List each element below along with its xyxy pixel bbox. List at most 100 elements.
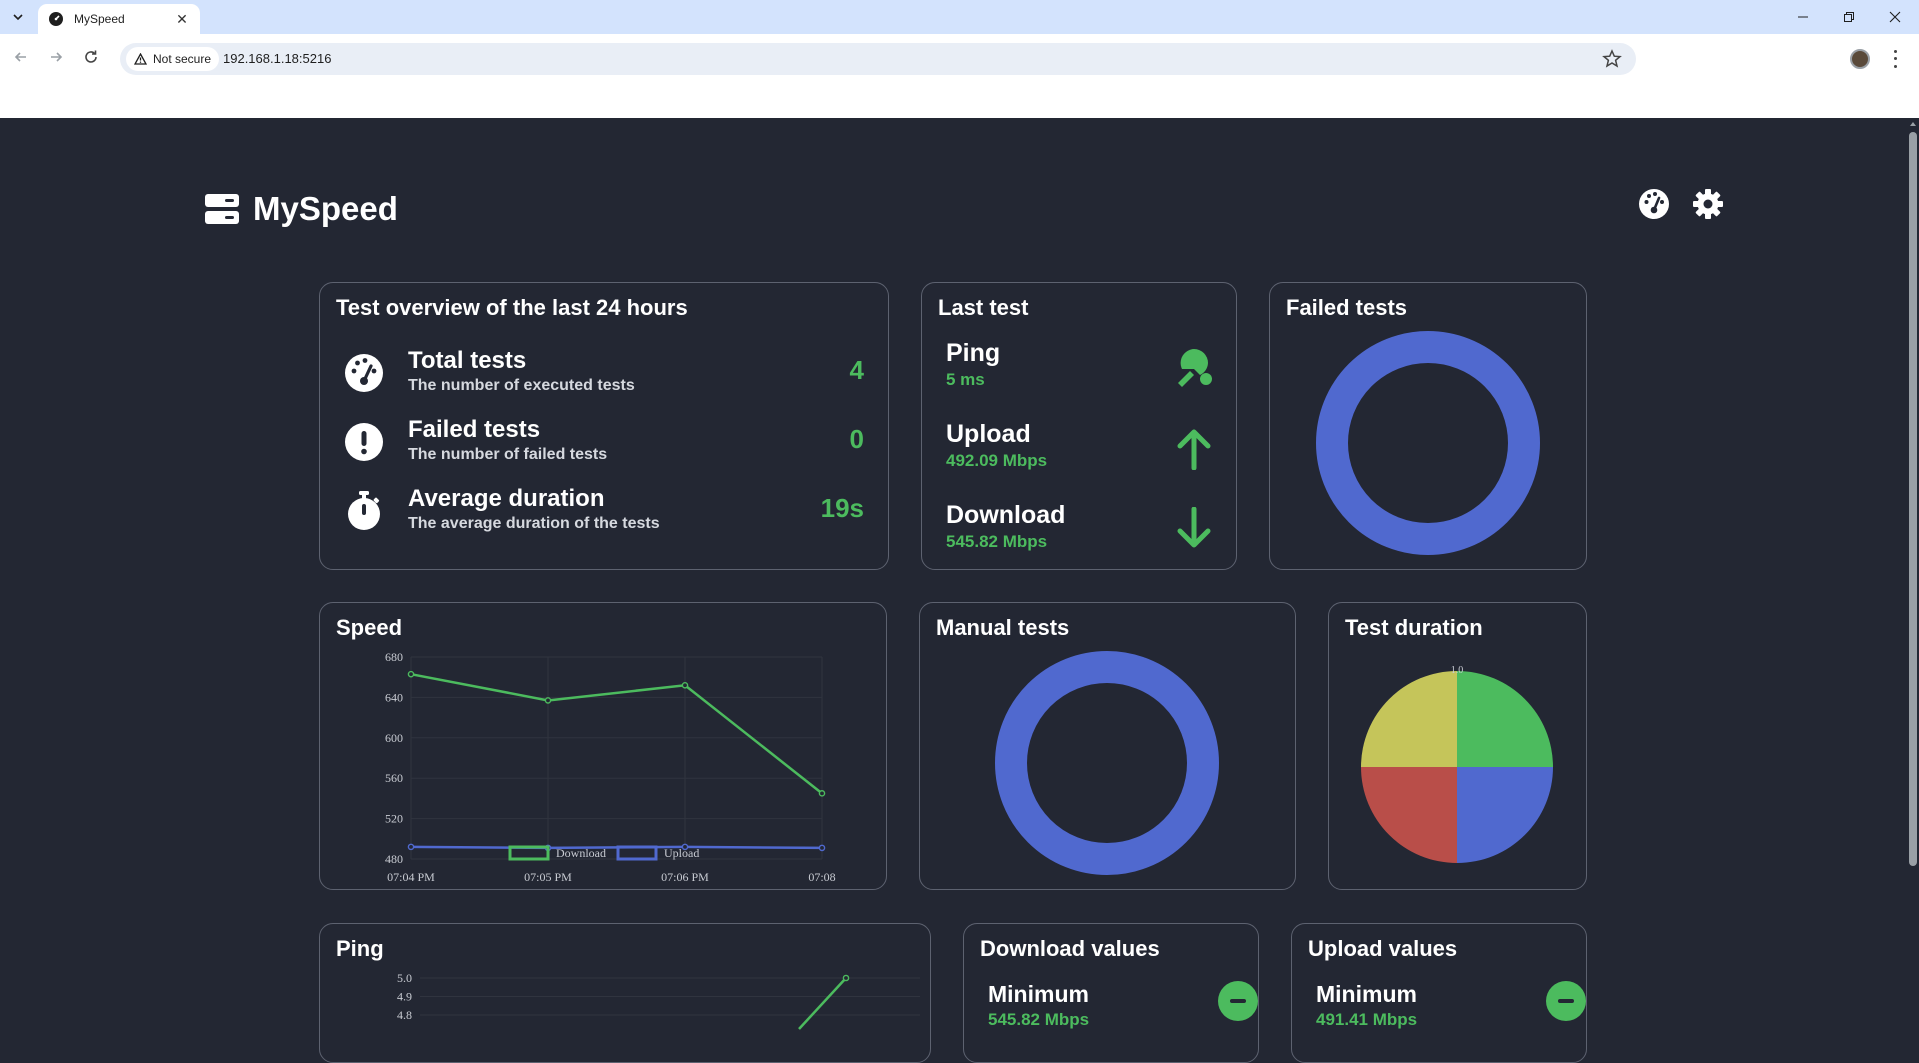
series-line <box>410 672 823 795</box>
security-chip[interactable]: Not secure <box>126 47 220 71</box>
arrow-left-icon <box>14 52 26 62</box>
gauge-icon <box>345 354 383 392</box>
arrow-down-icon <box>1177 507 1211 548</box>
x-tick-label: 07:08 <box>808 870 835 884</box>
pie-slice <box>1457 671 1553 767</box>
app-page: MySpeed Test overview of the last 24 hou… <box>0 118 1919 1063</box>
card-title: Ping <box>336 936 384 961</box>
data-point <box>818 790 826 797</box>
minimize-button[interactable] <box>1780 0 1826 34</box>
y-tick-label: 5.0 <box>397 971 412 985</box>
chevron-down-icon <box>13 14 23 21</box>
page-scrollbar[interactable] <box>1907 118 1919 878</box>
manual-tests-chart <box>995 651 1219 875</box>
card-title: Test overview of the last 24 hours <box>336 295 688 320</box>
overview-row-subtitle: The number of executed tests <box>408 377 635 394</box>
minimize-icon <box>1798 16 1808 18</box>
overview-row-duration: Average duration The average duration of… <box>344 485 864 537</box>
data-point <box>681 681 689 689</box>
warning-triangle-icon <box>134 53 147 65</box>
bookmark-star-icon[interactable] <box>1602 49 1622 69</box>
y-tick-label: 4.9 <box>397 990 412 1004</box>
ping-pong-icon <box>1178 349 1212 387</box>
url-text[interactable]: 192.168.1.18:5216 <box>223 51 332 66</box>
data-point <box>842 974 850 982</box>
minimum-value: 491.41 Mbps <box>1316 1010 1418 1029</box>
overview-row-title: Failed tests <box>408 416 541 443</box>
last-test-card: Last test Ping 5 ms Upload 492.09 Mbps D… <box>921 282 1237 570</box>
profile-avatar[interactable] <box>1850 49 1870 69</box>
x-tick-label: 07:04 PM <box>387 870 435 884</box>
donut-slice <box>995 651 1219 875</box>
download-values-card: Download values Minimum 545.82 Mbps <box>963 923 1259 1063</box>
overview-row-failed: Failed tests The number of failed tests … <box>344 416 864 468</box>
reload-button[interactable] <box>77 43 105 71</box>
last-test-row-download: Download 545.82 Mbps <box>946 501 1216 561</box>
data-point <box>818 844 826 852</box>
browser-menu-button[interactable] <box>1888 48 1902 70</box>
overview-row-subtitle: The number of failed tests <box>408 446 608 463</box>
last-test-label: Upload <box>946 420 1031 448</box>
series-line <box>798 977 847 1030</box>
overview-row-title: Total tests <box>408 347 527 374</box>
ping-chart: 5.0 4.9 4.8 <box>397 971 920 1030</box>
card-title: Failed tests <box>1286 295 1408 320</box>
pie-slice <box>1361 671 1457 767</box>
tab-close-icon[interactable]: ✕ <box>176 10 188 27</box>
data-point <box>407 843 415 851</box>
upload-values-card: Upload values Minimum 491.41 Mbps <box>1291 923 1587 1063</box>
minimum-value: 545.82 Mbps <box>988 1010 1090 1029</box>
minus-circle-icon <box>1218 981 1258 1021</box>
last-test-label: Download <box>946 501 1066 529</box>
y-tick-label: 640 <box>385 690 403 704</box>
close-window-button[interactable] <box>1872 0 1918 34</box>
card-title: Test duration <box>1345 615 1483 640</box>
tab-title: MySpeed <box>74 12 125 26</box>
x-tick-label: 07:06 PM <box>661 870 709 884</box>
forward-button[interactable] <box>42 43 70 71</box>
overview-row-value: 4 <box>849 355 864 385</box>
y-tick-label: 520 <box>385 812 403 826</box>
security-label: Not secure <box>153 52 212 66</box>
manual-tests-card: Manual tests <box>919 602 1296 890</box>
arrow-up-icon <box>1177 429 1211 470</box>
ping-card: Ping 5.0 4.9 4.8 <box>319 923 931 1063</box>
last-test-row-ping: Ping 5 ms <box>946 339 1216 399</box>
back-button[interactable] <box>7 43 35 71</box>
app-name: MySpeed <box>253 190 398 227</box>
x-tick-label: 07:05 PM <box>524 870 572 884</box>
test-duration-card: Test duration 1.0 <box>1328 602 1587 890</box>
app-logo: MySpeed <box>205 190 398 228</box>
y-tick-label: 480 <box>385 852 403 866</box>
card-title: Manual tests <box>936 615 1070 640</box>
pie-slice <box>1457 767 1553 863</box>
gauge-icon[interactable] <box>1638 188 1670 220</box>
test-overview-card: Test overview of the last 24 hours Total… <box>319 282 889 570</box>
restore-button[interactable] <box>1826 0 1872 34</box>
last-test-row-upload: Upload 492.09 Mbps <box>946 420 1216 480</box>
tab-search-button[interactable] <box>6 6 30 28</box>
legend-swatch <box>508 845 550 861</box>
last-test-value: 5 ms <box>946 370 985 389</box>
minimum-label: Minimum <box>988 981 1089 1007</box>
address-bar[interactable]: Not secure 192.168.1.18:5216 <box>120 43 1636 75</box>
reload-icon <box>85 50 97 63</box>
donut-slice <box>1316 331 1540 555</box>
browser-tab[interactable]: MySpeed ✕ <box>38 4 200 34</box>
data-point <box>407 670 415 678</box>
failed-tests-chart <box>1316 331 1540 555</box>
y-tick-label: 4.8 <box>397 1008 412 1022</box>
close-icon <box>1889 11 1901 23</box>
gear-icon[interactable] <box>1692 188 1724 220</box>
speedometer-favicon-icon <box>49 12 63 26</box>
data-point <box>544 697 552 704</box>
minus-circle-icon <box>1546 981 1586 1021</box>
last-test-label: Ping <box>946 339 1001 367</box>
card-title: Download values <box>980 936 1160 961</box>
pie-slice <box>1361 767 1457 863</box>
legend-label: Upload <box>664 846 699 860</box>
upload-minimum-row: Minimum 491.41 Mbps <box>1316 981 1586 1041</box>
legend-label: Download <box>556 846 606 860</box>
overview-row-title: Average duration <box>408 485 605 512</box>
last-test-value: 492.09 Mbps <box>946 451 1048 470</box>
